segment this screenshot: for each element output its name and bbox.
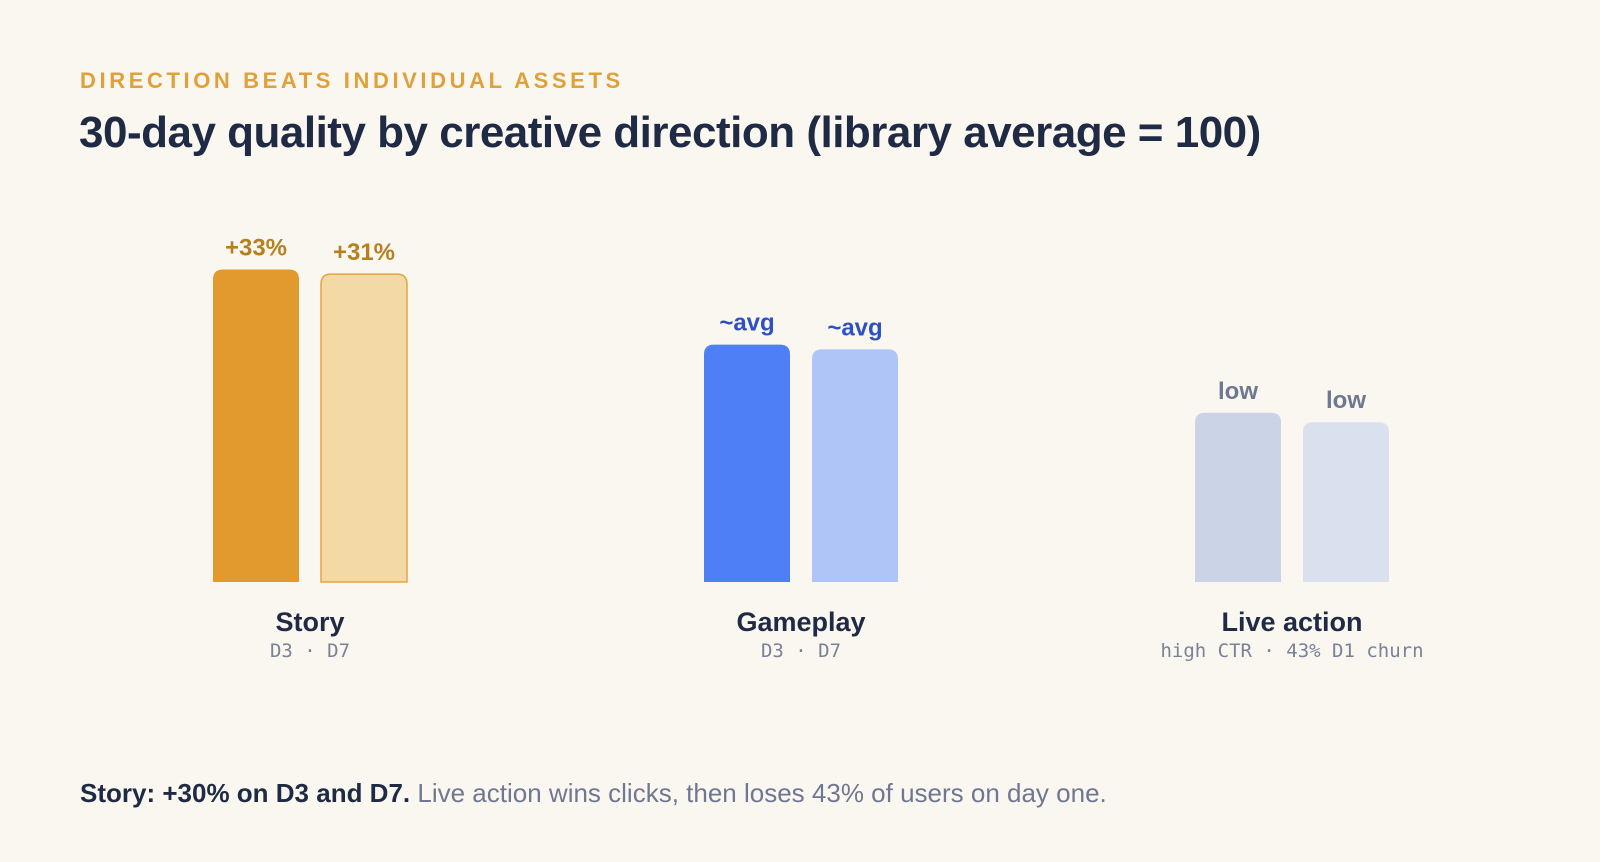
bar-live-action-d7 (1303, 422, 1389, 582)
category-label: Live action (1221, 607, 1362, 637)
category-note: D3 · D7 (761, 640, 841, 662)
category-label: Gameplay (736, 607, 865, 637)
bar-live-action-d3 (1195, 412, 1281, 582)
footer-highlight: Story: +30% on D3 and D7. (80, 778, 411, 808)
bar-gameplay-d3 (704, 344, 790, 582)
footer-detail: Live action wins clicks, then loses 43% … (417, 778, 1107, 808)
bar-group-gameplay: ~avg ~avg Gameplay D3 · D7 (704, 310, 898, 662)
bar-value-label: +31% (333, 239, 395, 266)
bar-value-label: ~avg (827, 314, 882, 341)
bar-value-label: +33% (225, 234, 287, 261)
bar-story-d7 (320, 273, 408, 583)
category-note: D3 · D7 (270, 640, 350, 662)
bar-gameplay-d7 (812, 349, 898, 582)
bar-value-label: low (1326, 387, 1366, 414)
bar-story-d3 (213, 269, 299, 582)
bar-value-label: ~avg (719, 310, 774, 337)
bar-chart: +33% +31% Story D3 · D7 ~avg ~avg Gameplay D3 ·… (213, 234, 1424, 662)
bar-group-story: +33% +31% Story D3 · D7 (213, 234, 408, 662)
footer-note: Story: +30% on D3 and D7. Live action wi… (80, 778, 1107, 809)
eyebrow-label: DIRECTION BEATS INDIVIDUAL ASSETS (80, 68, 624, 93)
bar-group-live-action: low low Live action high CTR · 43% D1 churn (1160, 378, 1423, 662)
category-note: high CTR · 43% D1 churn (1160, 640, 1423, 662)
category-label: Story (275, 607, 344, 637)
chart-title: 30-day quality by creative direction (li… (79, 108, 1261, 157)
bar-value-label: low (1218, 378, 1258, 405)
